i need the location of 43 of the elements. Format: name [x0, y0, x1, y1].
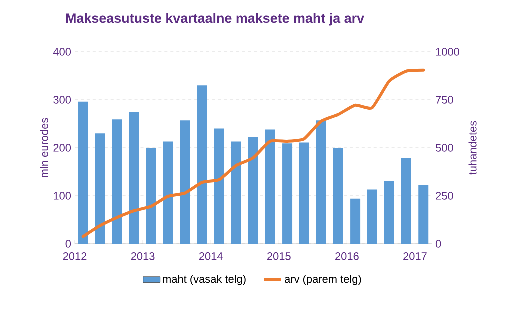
y2-tick-label: 750 — [436, 96, 454, 104]
y2-tick-label: 250 — [436, 192, 454, 200]
bar — [214, 128, 224, 244]
line-series — [82, 68, 426, 238]
legend-label: arv (parem telg) — [285, 275, 362, 286]
chart-title: Makseasutuste kvartaalne maksete maht ja arv — [66, 13, 364, 26]
bar — [367, 190, 378, 244]
bar — [112, 120, 122, 244]
bar — [418, 184, 429, 244]
y-tick-label: 400 — [53, 48, 72, 56]
bar — [197, 86, 208, 244]
bar — [384, 181, 394, 244]
bar — [350, 198, 361, 244]
y2-tick-label: 500 — [436, 144, 454, 152]
x-tick-label: 2017 — [404, 252, 427, 260]
bar — [333, 148, 344, 244]
legend-label: maht (vasak telg) — [163, 275, 246, 286]
bar — [265, 130, 276, 244]
y-tick-label: 200 — [54, 144, 72, 152]
bar — [248, 136, 258, 244]
x-tick-label: 2013 — [131, 252, 155, 260]
x-tick-label: 2012 — [63, 252, 87, 260]
bar — [146, 148, 156, 244]
x-tick-label: 2015 — [267, 252, 291, 260]
bar — [180, 120, 190, 244]
bar — [163, 142, 174, 244]
y-tick-label: 0 — [66, 240, 72, 248]
y2-tick-label: 1000 — [436, 48, 460, 56]
x-tick-label: 2016 — [336, 252, 359, 260]
bar — [282, 144, 293, 244]
y-tick-label: 300 — [54, 96, 72, 104]
bar — [401, 158, 412, 244]
y2-tick-label: 0 — [436, 240, 442, 248]
bar — [299, 142, 310, 244]
y2-axis-title: tuhandetes — [468, 121, 477, 175]
bar — [78, 102, 88, 244]
bar — [231, 142, 242, 244]
x-tick-label: 2014 — [199, 252, 223, 260]
bar — [95, 134, 106, 244]
bar — [316, 120, 326, 244]
y-axis-title: mln eurodes — [40, 118, 48, 178]
y-tick-label: 100 — [54, 192, 72, 200]
bar — [129, 112, 140, 244]
